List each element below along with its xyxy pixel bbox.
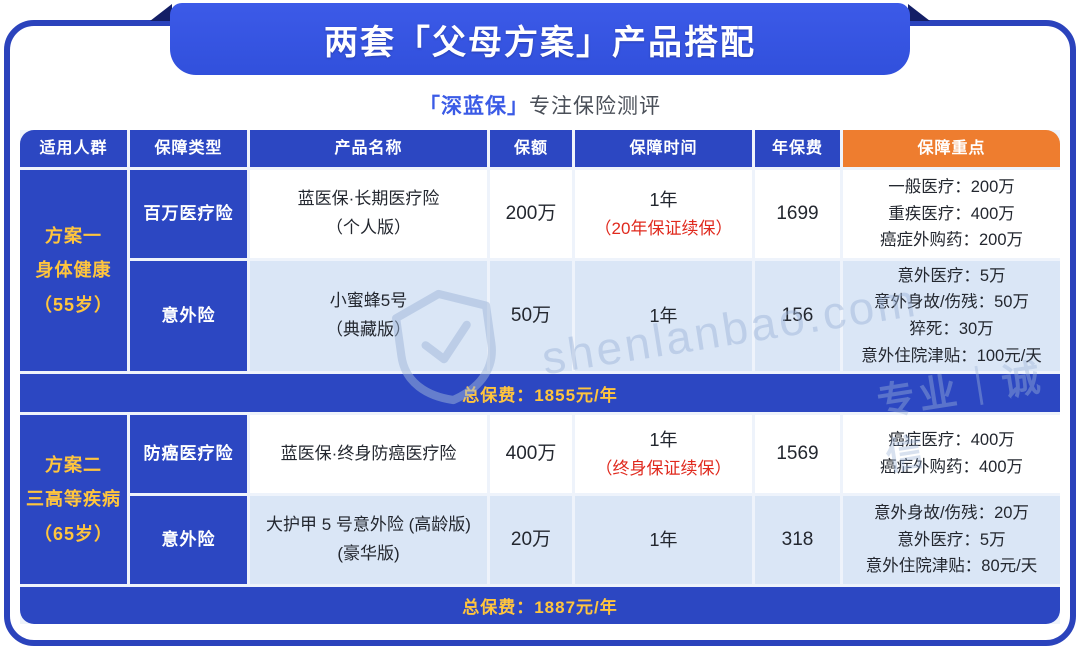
highlight-line: 猝死：30万 (909, 320, 994, 338)
plan2-row1-amount: 400万 (490, 415, 572, 493)
plan1-name: 方案一 (45, 226, 102, 247)
highlight-line: 癌症外购药：200万 (879, 231, 1024, 250)
plan1-age: （55岁） (33, 294, 114, 315)
term-value: 1年 (649, 305, 678, 326)
col-header-coverage-term: 保障时间 (575, 130, 752, 167)
ribbon-fold-left (150, 4, 172, 21)
plan1-row2-highlights: 意外医疗：5万 意外身故/伤残：50万 猝死：30万 意外住院津贴：100元/天 (843, 261, 1060, 371)
product-line: 小蜜蜂5号 (329, 291, 408, 311)
plan2-row2-highlights: 意外身故/伤残：20万 意外医疗：5万 意外住院津贴：80元/天 (843, 496, 1060, 584)
plan2-row1-term: 1年 （终身保证续保） (575, 415, 752, 493)
col-header-audience: 适用人群 (20, 130, 127, 167)
brand-tagline: 专注保险测评 (529, 95, 661, 118)
col-header-coverage-focus: 保障重点 (843, 130, 1060, 167)
plan1-row1-highlights: 一般医疗：200万 重疾医疗：400万 癌症外购药：200万 (843, 170, 1060, 258)
plan2-row1-type: 防癌医疗险 (130, 415, 247, 493)
subtitle: 「深蓝保」专注保险测评 (0, 90, 1080, 120)
highlight-line: 意外身故/伤残：20万 (874, 503, 1029, 522)
col-header-sum-insured: 保额 (490, 130, 572, 167)
plan2-row2-term: 1年 (575, 496, 752, 584)
highlight-line: 意外医疗：5万 (897, 266, 1006, 285)
highlight-line: 癌症外购药：400万 (879, 458, 1024, 476)
highlight-line: 重疾医疗：400万 (888, 204, 1015, 223)
page-title: 两套「父母方案」产品搭配 (324, 23, 756, 62)
plan1-row2-amount: 50万 (490, 261, 572, 371)
highlight-line: 意外身故/伤残：50万 (874, 293, 1029, 312)
plan2-row1-highlights: 癌症医疗：400万 癌症外购药：400万 (843, 415, 1060, 493)
plan1-condition: 身体健康 (35, 260, 112, 281)
plan2-group-cell: 方案二 三高等疾病 （65岁） (20, 415, 127, 584)
highlight-line: 癌症医疗：400万 (888, 431, 1015, 450)
ribbon-fold-right (908, 4, 930, 21)
plan2-row1-premium: 1569 (755, 415, 840, 493)
plan2-total-premium: 总保费：1887元/年 (20, 587, 1060, 624)
plan2-condition: 三高等疾病 (26, 489, 121, 510)
plan2-age: （65岁） (33, 523, 114, 544)
plan2-row2-product: 大护甲 5 号意外险 (高龄版) (豪华版) (250, 496, 487, 584)
highlight-line: 意外医疗：5万 (897, 530, 1006, 549)
term-value: 1年 (649, 429, 678, 450)
product-line: 大护甲 5 号意外险 (高龄版) (266, 515, 471, 535)
plan2-name: 方案二 (45, 455, 102, 476)
plan2-row2-type: 意外险 (130, 496, 247, 584)
term-value: 1年 (649, 529, 678, 550)
plan1-total-premium: 总保费：1855元/年 (20, 374, 1060, 412)
product-line: 蓝医保·终身防癌医疗险 (280, 443, 457, 463)
plan2-row2-amount: 20万 (490, 496, 572, 584)
plan1-row1-amount: 200万 (490, 170, 572, 258)
highlight-line: 意外住院津贴：100元/天 (861, 346, 1042, 365)
product-line: （个人版） (326, 218, 411, 237)
plan1-row2-product: 小蜜蜂5号 （典藏版） (250, 261, 487, 371)
highlight-line: 一般医疗：200万 (888, 177, 1015, 196)
term-renewal-note: （20年保证续保） (594, 218, 733, 238)
plan1-group-cell: 方案一 身体健康 （55岁） (20, 170, 127, 371)
plan1-row1-premium: 1699 (755, 170, 840, 258)
highlight-line: 意外住院津贴：80元/天 (865, 557, 1038, 576)
plan2-row1-product: 蓝医保·终身防癌医疗险 (250, 415, 487, 493)
product-line: 蓝医保·长期医疗险 (297, 189, 440, 209)
term-value: 1年 (649, 189, 678, 210)
product-line: (豪华版) (337, 544, 400, 563)
title-banner: 两套「父母方案」产品搭配 (170, 3, 910, 75)
plan2-row2-premium: 318 (755, 496, 840, 584)
plan1-row2-term: 1年 (575, 261, 752, 371)
plan1-row2-type: 意外险 (130, 261, 247, 371)
plan1-row1-type: 百万医疗险 (130, 170, 247, 258)
product-comparison-table: 适用人群 保障类型 产品名称 保额 保障时间 年保费 保障重点 方案一 身体健康… (20, 130, 1060, 624)
plan1-row1-term: 1年 （20年保证续保） (575, 170, 752, 258)
product-line: （典藏版） (326, 320, 411, 339)
brand-name: 「深蓝保」 (419, 95, 529, 118)
col-header-product-name: 产品名称 (250, 130, 487, 167)
term-renewal-note: （终身保证续保） (595, 458, 732, 478)
col-header-annual-premium: 年保费 (755, 130, 840, 167)
plan1-row2-premium: 156 (755, 261, 840, 371)
plan1-row1-product: 蓝医保·长期医疗险 （个人版） (250, 170, 487, 258)
col-header-coverage-type: 保障类型 (130, 130, 247, 167)
